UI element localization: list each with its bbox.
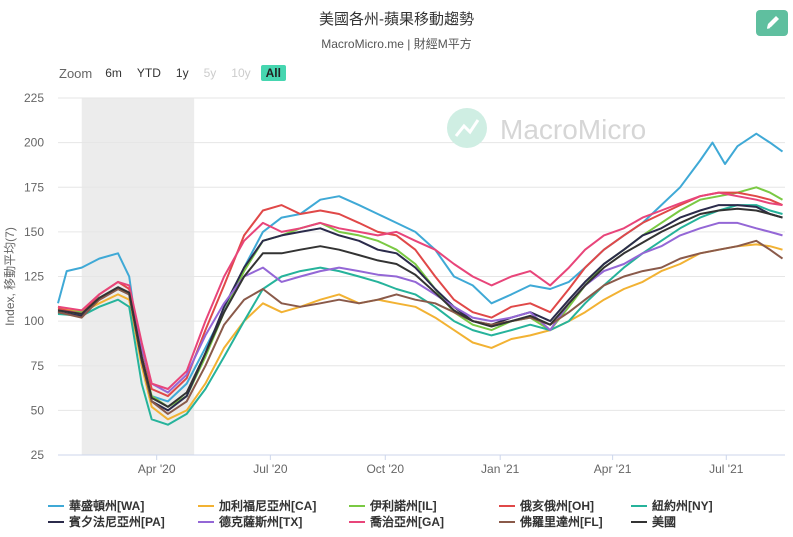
legend-swatch: [499, 504, 515, 507]
zoom-button-1y[interactable]: 1y: [175, 66, 189, 80]
series-line-5: [57, 204, 783, 412]
x-tick-label: Jul '20: [253, 462, 288, 476]
chart-subtitle: MacroMicro.me | 財經M平方: [321, 37, 472, 51]
x-tick-label: Jul '21: [709, 462, 744, 476]
zoom-bar: Zoom 6m YTD 1y 5y 10y All: [59, 63, 291, 83]
legend-item[interactable]: 加利福尼亞州[CA]: [198, 497, 316, 514]
legend-item[interactable]: 德克薩斯州[TX]: [198, 513, 302, 530]
legend-item[interactable]: 俄亥俄州[OH]: [499, 497, 594, 514]
zoom-button-5y[interactable]: 5y: [203, 66, 217, 80]
legend-label: 加利福尼亞州[CA]: [219, 499, 317, 513]
legend-label: 佛羅里達州[FL]: [520, 515, 603, 529]
watermark-text: MacroMicro: [500, 114, 646, 145]
zoom-button-all[interactable]: All: [260, 65, 286, 81]
series-line-9: [57, 207, 783, 408]
legend-item[interactable]: 喬治亞州[GA]: [349, 513, 444, 530]
y-tick-label: 175: [24, 180, 44, 194]
x-tick-label: Apr '21: [594, 462, 632, 476]
x-tick-label: Oct '20: [366, 462, 404, 476]
zoom-label: Zoom: [59, 65, 93, 81]
series-line-7: [57, 191, 783, 390]
legend-label: 德克薩斯州[TX]: [219, 515, 303, 529]
y-tick-label: 100: [24, 314, 44, 328]
zoom-button-6m[interactable]: 6m: [105, 66, 122, 80]
x-tick-label: Apr '20: [138, 462, 176, 476]
watermark-logo-mark: [454, 119, 480, 137]
y-tick-label: 150: [24, 225, 44, 239]
legend-swatch: [48, 520, 64, 523]
legend-swatch: [198, 520, 214, 523]
y-tick-label: 50: [31, 403, 45, 417]
legend-item[interactable]: 美國: [631, 513, 676, 530]
zoom-button-ytd[interactable]: YTD: [136, 66, 161, 80]
legend-item[interactable]: 伊利諾州[IL]: [349, 497, 437, 514]
legend-swatch: [198, 504, 214, 507]
series-line-3: [57, 191, 783, 398]
y-tick-label: 25: [31, 448, 45, 462]
series-line-1: [57, 243, 783, 421]
series-line-4: [57, 204, 783, 426]
legend-label: 紐約州[NY]: [652, 499, 713, 513]
chart-title: 美國各州-蘋果移動趨勢: [319, 11, 474, 28]
series-line-6: [57, 221, 783, 394]
pencil-icon: [767, 16, 779, 29]
legend-item[interactable]: 賓夕法尼亞州[PA]: [48, 513, 165, 530]
legend-label: 伊利諾州[IL]: [370, 499, 437, 513]
x-tick-label: Jan '21: [481, 462, 520, 476]
legend-label: 美國: [652, 515, 677, 529]
watermark: MacroMicro: [447, 108, 646, 148]
legend-item[interactable]: 紐約州[NY]: [631, 497, 713, 514]
legend-label: 華盛頓州[WA]: [69, 499, 145, 513]
y-tick-label: 125: [24, 270, 44, 284]
legend-swatch: [48, 504, 64, 507]
edit-button[interactable]: [756, 10, 788, 36]
legend-swatch: [499, 520, 515, 523]
legend-item[interactable]: 佛羅里達州[FL]: [499, 513, 603, 530]
y-axis-label: Index, 移動平均(7): [3, 227, 17, 326]
legend-label: 賓夕法尼亞州[PA]: [69, 515, 165, 529]
legend-label: 俄亥俄州[OH]: [520, 499, 594, 513]
zoom-button-10y[interactable]: 10y: [231, 66, 251, 80]
series-line-8: [57, 239, 784, 415]
y-tick-label: 75: [31, 359, 45, 373]
y-tick-label: 200: [24, 136, 44, 150]
legend-item[interactable]: 華盛頓州[WA]: [48, 497, 144, 514]
y-tick-label: 225: [24, 91, 44, 105]
legend-swatch: [349, 520, 365, 523]
legend-swatch: [631, 520, 647, 523]
legend-swatch: [349, 504, 365, 507]
legend-swatch: [631, 504, 647, 507]
legend-label: 喬治亞州[GA]: [370, 515, 444, 529]
